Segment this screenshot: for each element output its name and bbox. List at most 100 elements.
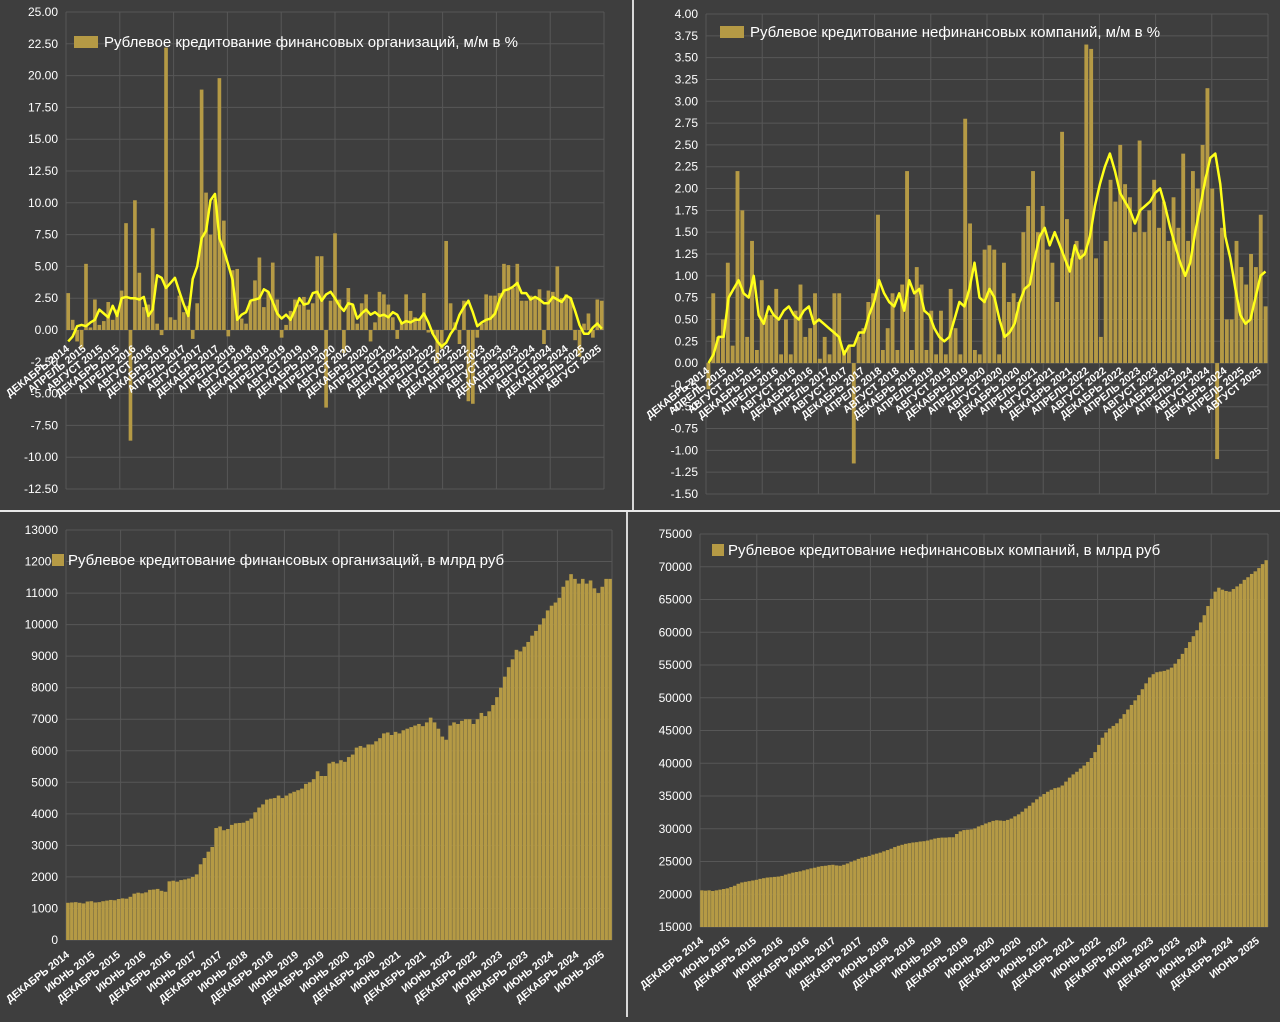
- bar: [1173, 663, 1177, 927]
- bar: [217, 78, 222, 330]
- bar: [1098, 336, 1103, 364]
- bar: [1249, 573, 1254, 927]
- bar: [253, 280, 257, 330]
- bar: [1151, 674, 1155, 927]
- bar: [1123, 184, 1128, 364]
- bar: [1144, 683, 1148, 927]
- bar: [788, 354, 793, 364]
- bar: [591, 330, 595, 338]
- bar: [230, 270, 235, 330]
- bar: [155, 323, 159, 330]
- y-tick-label: 0.75: [675, 291, 699, 305]
- bar: [109, 899, 113, 940]
- bar: [890, 293, 895, 364]
- bar: [1053, 788, 1057, 927]
- y-tick-label: 5000: [31, 775, 58, 789]
- y-tick-label: 40000: [659, 756, 693, 770]
- bar: [565, 580, 569, 940]
- bar: [1104, 732, 1108, 927]
- bar: [514, 649, 519, 940]
- bar: [337, 299, 342, 330]
- bar: [390, 317, 395, 330]
- bar: [740, 882, 744, 927]
- trend-line: [67, 192, 603, 348]
- y-tick-label: -1.00: [671, 443, 699, 457]
- bar: [793, 310, 798, 364]
- bar: [346, 757, 351, 940]
- y-tick-label: 6000: [31, 744, 58, 758]
- bar: [1198, 622, 1203, 927]
- bar: [491, 705, 495, 940]
- bar: [144, 892, 148, 940]
- bar: [582, 323, 586, 330]
- bar: [84, 263, 88, 330]
- bar: [511, 288, 515, 330]
- bar: [456, 723, 460, 940]
- y-tick-label: 1000: [31, 901, 58, 915]
- bar: [1013, 816, 1017, 927]
- bar: [703, 890, 708, 927]
- bar: [1224, 319, 1229, 364]
- bar: [495, 697, 499, 940]
- bar: [66, 902, 70, 940]
- bar: [522, 646, 527, 940]
- bar: [584, 583, 589, 940]
- chart-fin-org-mm: 25.00 22.50 20.00 17.50 15.00 12.50 10.00 7.50 5…: [0, 0, 632, 510]
- bar: [389, 735, 394, 940]
- bar: [187, 878, 191, 940]
- bar: [776, 876, 780, 927]
- bar: [943, 354, 948, 364]
- bar: [537, 289, 542, 330]
- bar: [791, 872, 795, 927]
- y-tick-label: 70000: [659, 560, 693, 574]
- bar: [849, 861, 853, 927]
- bar: [405, 728, 410, 940]
- bar: [716, 336, 721, 364]
- y-tick-label: 15.00: [28, 132, 58, 146]
- bar: [827, 865, 831, 927]
- bar: [1089, 48, 1094, 364]
- bar: [444, 739, 449, 940]
- bar: [426, 330, 431, 333]
- bar: [533, 298, 537, 330]
- bar: [958, 354, 963, 364]
- bar: [1045, 249, 1050, 364]
- bar: [175, 881, 179, 940]
- bar: [276, 795, 281, 940]
- bar: [947, 837, 952, 927]
- bar: [183, 879, 187, 940]
- bar: [475, 719, 480, 940]
- chart-nonfin-level-svg: 75000 70000 65000 60000 55000 50000 45000 40000…: [638, 527, 1269, 992]
- bar: [1100, 737, 1105, 927]
- bar: [409, 727, 413, 940]
- bar: [401, 730, 406, 940]
- bar: [1258, 214, 1263, 364]
- y-tick-label: 11000: [26, 586, 59, 600]
- bar: [502, 263, 506, 330]
- bar: [218, 826, 222, 940]
- bar: [569, 574, 573, 940]
- bar: [440, 736, 445, 940]
- bar: [863, 856, 868, 927]
- bar: [707, 890, 711, 927]
- bar: [1020, 811, 1024, 927]
- bar: [820, 866, 824, 927]
- bar: [81, 903, 86, 940]
- bar: [732, 885, 737, 927]
- bar: [743, 881, 748, 927]
- bar: [395, 330, 400, 339]
- bar: [1181, 153, 1186, 364]
- bar: [374, 741, 378, 940]
- bar: [907, 843, 912, 927]
- y-tick-label: 0.25: [675, 334, 699, 348]
- bar: [549, 605, 554, 940]
- bar: [1079, 249, 1084, 364]
- bar: [93, 902, 98, 940]
- bar: [940, 837, 944, 927]
- bar: [292, 791, 296, 940]
- y-tick-label: 12000: [25, 555, 59, 569]
- bar: [577, 583, 581, 940]
- bar: [530, 635, 534, 940]
- bar: [1016, 302, 1021, 364]
- chart-title: Рублевое кредитование нефинансовых компа…: [750, 24, 1160, 41]
